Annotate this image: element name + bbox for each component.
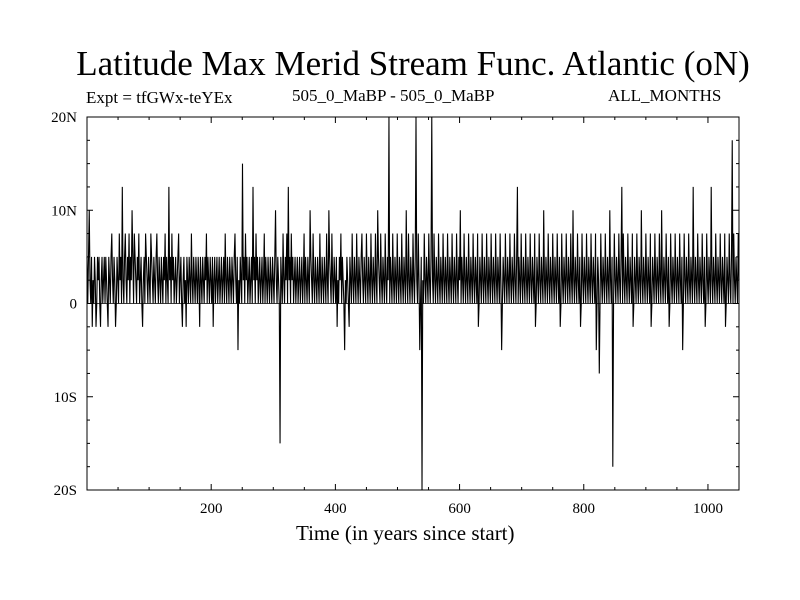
y-tick-label: 0 (70, 297, 78, 313)
x-tick-label: 600 (448, 501, 471, 517)
y-tick-label: 20N (51, 110, 77, 126)
axes: 200 400 600 800 1000 20N 10N 0 10S 20S (51, 110, 739, 517)
months-label: ALL_MONTHS (608, 86, 722, 105)
y-tick-label: 10N (51, 203, 77, 219)
x-axis-label: Time (in years since start) (296, 521, 515, 545)
plot-area (86, 116, 740, 491)
x-tick-label: 200 (200, 501, 223, 517)
series-line-max_overturning_latitude (86, 116, 740, 491)
y-tick-label: 20S (54, 483, 77, 499)
experiment-label: Expt = tfGWx-teYEx (86, 88, 233, 107)
y-tick-label: 10S (54, 390, 77, 406)
x-tick-label: 1000 (693, 501, 723, 517)
run-label: 505_0_MaBP - 505_0_MaBP (292, 86, 495, 105)
x-tick-label: 400 (324, 501, 347, 517)
chart-title: Latitude Max Merid Stream Func. Atlantic… (76, 44, 750, 83)
x-tick-label: 800 (573, 501, 596, 517)
